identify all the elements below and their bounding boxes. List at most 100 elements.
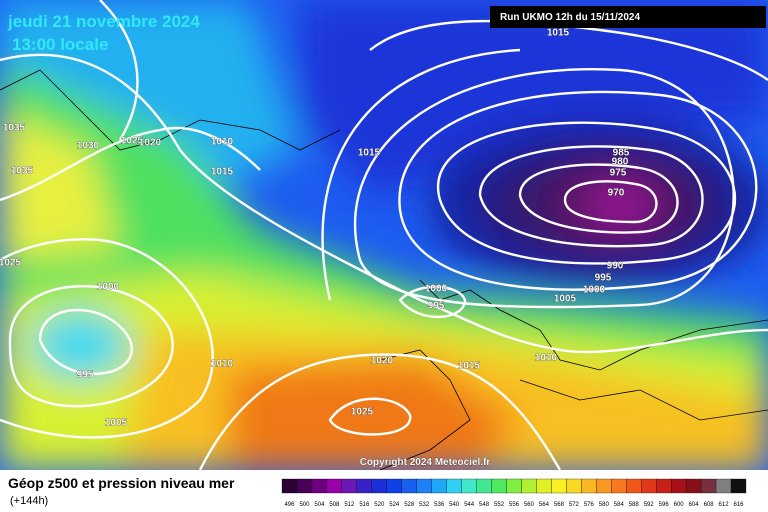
scale-swatch <box>671 478 687 494</box>
scale-label: 588 <box>629 502 640 508</box>
scale-label: 596 <box>659 502 670 508</box>
scale-swatch <box>401 478 417 494</box>
scale-label: 520 <box>374 502 385 508</box>
isobar-label: 970 <box>608 188 625 199</box>
scale-label: 592 <box>644 502 655 508</box>
copyright: Copyright 2024 Meteociel.fr <box>360 457 491 468</box>
isobar-label: 980 <box>612 157 629 168</box>
date-label: jeudi 21 novembre 2024 <box>7 12 200 31</box>
isobar-label: 1000 <box>97 282 120 293</box>
isobar-label: 1035 <box>11 166 34 177</box>
scale-label: 604 <box>689 502 700 508</box>
footer-title: Géop z500 et pression niveau mer <box>8 475 235 491</box>
scale-swatch <box>296 478 313 494</box>
isobar-label: 1015 <box>358 148 381 159</box>
isobar-label: 990 <box>607 261 624 272</box>
isobar-label: 1000 <box>583 285 606 296</box>
isobar-label: 1010 <box>211 359 234 370</box>
scale-swatch <box>416 478 432 494</box>
scale-label: 564 <box>539 502 550 508</box>
scale-label: 528 <box>404 502 415 508</box>
scale-label: 548 <box>479 502 490 508</box>
isobar-label: 1020 <box>139 138 162 149</box>
scale-label: 508 <box>329 502 340 508</box>
scale-swatch <box>730 478 747 494</box>
isobar-label: 1030 <box>77 141 100 152</box>
isobar-label: 1025 <box>121 136 144 147</box>
scale-label: 504 <box>314 502 325 508</box>
scale-swatch <box>551 478 567 494</box>
isobar-label: 1025 <box>351 407 374 418</box>
scale-swatch <box>386 478 402 494</box>
scale-label: 608 <box>704 502 715 508</box>
scale-swatch <box>715 478 732 494</box>
scale-swatch <box>356 478 372 494</box>
scale-label: 524 <box>389 502 400 508</box>
scale-swatch <box>461 478 477 494</box>
scale-label: 616 <box>734 502 745 508</box>
isobar-label: 1020 <box>371 356 394 367</box>
scale-label: 532 <box>419 502 430 508</box>
scale-label: 512 <box>344 502 355 508</box>
isobar-label: 985 <box>613 148 630 159</box>
scale-swatch <box>326 478 343 494</box>
scale-swatch <box>656 478 672 494</box>
scale-swatch <box>581 478 597 494</box>
scale-label: 568 <box>554 502 565 508</box>
scale-swatch <box>626 478 642 494</box>
scale-label: 516 <box>359 502 370 508</box>
scale-swatch <box>596 478 612 494</box>
isobar-label: 1005 <box>105 418 128 429</box>
scale-swatch <box>341 478 357 494</box>
isobar-label: 975 <box>610 168 627 179</box>
scale-label: 572 <box>569 502 580 508</box>
isobar-label: 1015 <box>547 28 570 39</box>
scale-label: 580 <box>599 502 610 508</box>
isobars <box>0 0 768 470</box>
scale-label: 576 <box>584 502 595 508</box>
scale-swatch <box>281 478 298 494</box>
scale-label: 500 <box>299 502 310 508</box>
scale-swatch <box>431 478 447 494</box>
time-label: 13:00 locale <box>12 35 108 54</box>
scale-swatch <box>476 478 492 494</box>
coastline <box>0 69 768 470</box>
scale-swatch <box>641 478 657 494</box>
isobar-label: 995 <box>77 370 94 381</box>
run-box <box>490 6 766 28</box>
scale-label: 544 <box>464 502 475 508</box>
scale-swatch <box>611 478 627 494</box>
scale-swatch <box>700 478 717 494</box>
isobar-label: 995 <box>595 273 612 284</box>
scale-swatch <box>536 478 552 494</box>
scale-swatch <box>685 478 702 494</box>
scale-swatch <box>446 478 462 494</box>
scale-label: 540 <box>449 502 460 508</box>
isobar-label: 1000 <box>425 284 448 295</box>
scale-swatch <box>311 478 328 494</box>
isobar-label: 1035 <box>3 123 26 134</box>
isobar-label: 995 <box>428 301 445 312</box>
isobar-label: 1025 <box>0 258 22 269</box>
scale-swatch <box>521 478 537 494</box>
scale-label: 536 <box>434 502 445 508</box>
scale-swatch <box>566 478 582 494</box>
run-label: Run UKMO 12h du 15/11/2024 <box>500 12 640 23</box>
scale-label: 560 <box>524 502 535 508</box>
isobar-label: 1015 <box>211 167 234 178</box>
scale-swatch <box>491 478 507 494</box>
lead-time: (+144h) <box>10 495 48 507</box>
scale-label: 552 <box>494 502 505 508</box>
scale-label: 600 <box>674 502 685 508</box>
scale-swatch <box>371 478 387 494</box>
isobar-label: 1015 <box>458 361 481 372</box>
scale-label: 612 <box>719 502 730 508</box>
scale-label: 556 <box>509 502 520 508</box>
isobar-label: 1010 <box>211 137 234 148</box>
scale-label: 496 <box>284 502 295 508</box>
isobar-label: 1010 <box>535 353 558 364</box>
